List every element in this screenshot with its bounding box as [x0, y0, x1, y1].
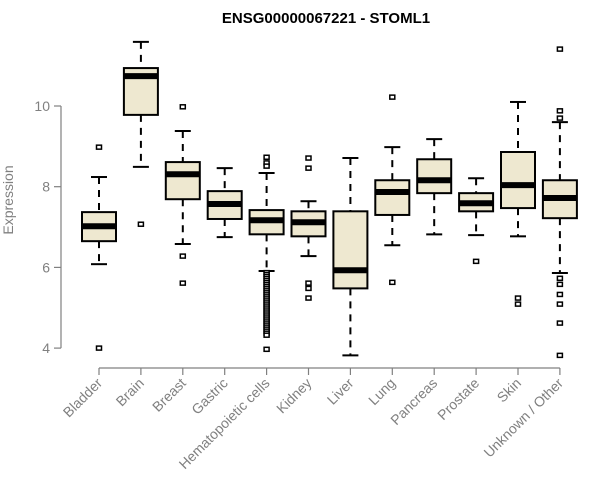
outlier-point: [514, 301, 522, 307]
x-tick-label: Lung: [365, 375, 398, 408]
outlier-point: [263, 154, 270, 160]
box-group: [500, 100, 536, 307]
box-group: [248, 154, 285, 353]
outlier-point: [556, 115, 564, 121]
y-tick-label: 8: [42, 179, 50, 195]
box-group: [206, 167, 243, 239]
box-group: [541, 46, 578, 359]
y-axis-label: Expression: [0, 165, 16, 234]
outlier-point: [95, 144, 103, 150]
outlier-point: [389, 279, 396, 286]
outlier-point: [95, 345, 103, 351]
box-group: [290, 155, 327, 301]
outlier-point: [556, 108, 564, 114]
x-tick-label: Liver: [324, 375, 357, 408]
outlier-point: [179, 253, 187, 259]
plot-area: [81, 40, 578, 359]
box: [332, 210, 369, 290]
box: [500, 150, 536, 210]
x-tick-label: Breast: [149, 375, 189, 415]
x-tick-label: Skin: [494, 375, 525, 406]
outlier-point: [556, 291, 564, 298]
outlier-point: [305, 285, 312, 292]
outlier-point: [556, 275, 564, 282]
x-tick-label: Bladder: [60, 375, 106, 421]
outlier-point: [556, 281, 564, 288]
x-tick-label: Prostate: [434, 375, 482, 423]
y-tick-label: 4: [42, 340, 50, 356]
outlier-point: [179, 104, 187, 110]
x-tick-label: Unknown / Other: [480, 375, 566, 461]
box-group: [81, 144, 117, 351]
outlier-point: [305, 155, 312, 161]
box-group: [122, 40, 159, 227]
box: [374, 179, 411, 216]
y-tick-label: 10: [34, 98, 50, 114]
y-tick-label: 6: [42, 259, 50, 275]
outlier-point: [556, 301, 564, 307]
chart-title: ENSG00000067221 - STOML1: [222, 10, 430, 27]
box: [416, 158, 453, 195]
outlier-point: [263, 163, 270, 169]
outlier-point: [263, 332, 270, 338]
outlier-point: [514, 295, 522, 301]
box-group: [164, 104, 201, 286]
outlier-point: [137, 221, 145, 227]
box: [164, 161, 201, 201]
outlier-point: [263, 346, 270, 353]
x-tick-label: Brain: [113, 375, 147, 409]
outlier-point: [556, 352, 564, 359]
outlier-point: [556, 46, 564, 52]
box-group: [416, 138, 453, 236]
x-tick-label: Kidney: [273, 375, 315, 417]
outlier-point: [305, 280, 312, 286]
outlier-point: [179, 280, 187, 286]
outlier-point: [389, 94, 396, 100]
box-group: [374, 94, 411, 286]
x-tick-label: Pancreas: [387, 375, 440, 428]
outlier-point: [305, 165, 312, 171]
box-group: [458, 177, 495, 265]
outlier-point: [472, 258, 480, 265]
box-group: [332, 157, 369, 357]
y-axis: 4 6 8 10: [34, 98, 62, 356]
outlier-point: [556, 320, 564, 326]
outlier-point: [305, 295, 312, 301]
